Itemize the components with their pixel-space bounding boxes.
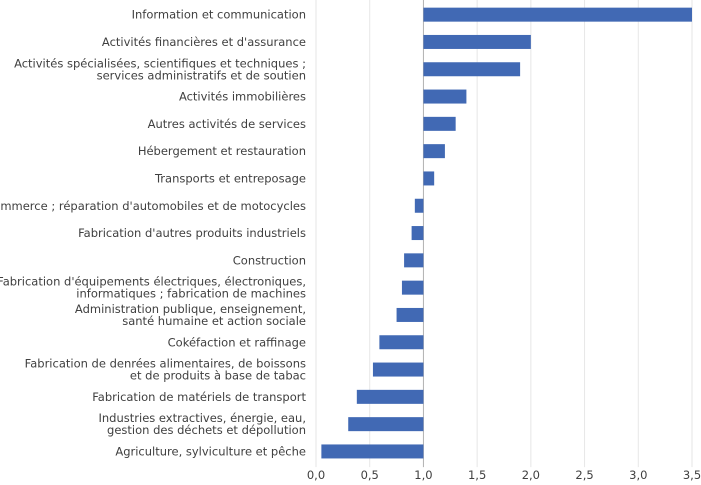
category-label: Activités spécialisées, scientifiques et… [14,56,306,82]
x-tick-label: 1,5 [468,468,486,482]
bar [372,362,424,377]
bar [414,198,424,213]
category-label: Administration publique, enseignement, sa… [75,302,306,328]
bar [411,226,424,241]
bar [396,307,424,322]
category-label: Hébergement et restauration [138,144,306,158]
bars [321,7,692,459]
bar [423,116,456,131]
category-label: Information et communication [132,8,306,22]
bar [379,335,424,350]
category-label: Autres activités de services [148,117,306,131]
category-label: Fabrication de denrées alimentaires, de … [25,357,306,383]
category-label: Industries extractives, énergie, eau, ges… [99,411,307,437]
category-label: Transports et entreposage [154,171,306,185]
category-label: Commerce ; réparation d'automobiles et d… [0,199,306,213]
x-axis-ticks: 0,0 0,5 1,0 1,5 2,0 2,5 3,0 3,5 [307,468,701,482]
bar [423,171,435,186]
category-label: Fabrication d'autres produits industriel… [78,226,306,240]
bar [423,144,445,159]
category-label: Fabrication de matériels de transport [92,390,306,404]
x-tick-label: 2,5 [575,468,593,482]
x-tick-label: 0,5 [361,468,379,482]
bar [423,62,521,77]
bar [401,280,424,295]
x-tick-label: 3,5 [683,468,701,482]
bar [423,89,467,104]
bar [356,389,424,404]
category-label: Cokéfaction et raffinage [168,335,306,349]
category-labels: Information et communication Activités fi… [0,8,306,459]
category-label: Agriculture, sylviculture et pêche [115,444,306,458]
bar [348,417,424,432]
x-tick-label: 2,0 [522,468,540,482]
category-label: Fabrication d'équipements électriques, é… [0,275,306,301]
category-label: Activités financières et d'assurance [102,35,306,49]
bar [404,253,424,268]
category-label: Construction [233,253,306,267]
bar [321,444,424,459]
x-tick-label: 0,0 [307,468,325,482]
bar [423,7,692,22]
bar [423,34,531,49]
x-tick-label: 1,0 [414,468,432,482]
x-tick-label: 3,0 [629,468,647,482]
category-label: Activités immobilières [179,90,306,104]
